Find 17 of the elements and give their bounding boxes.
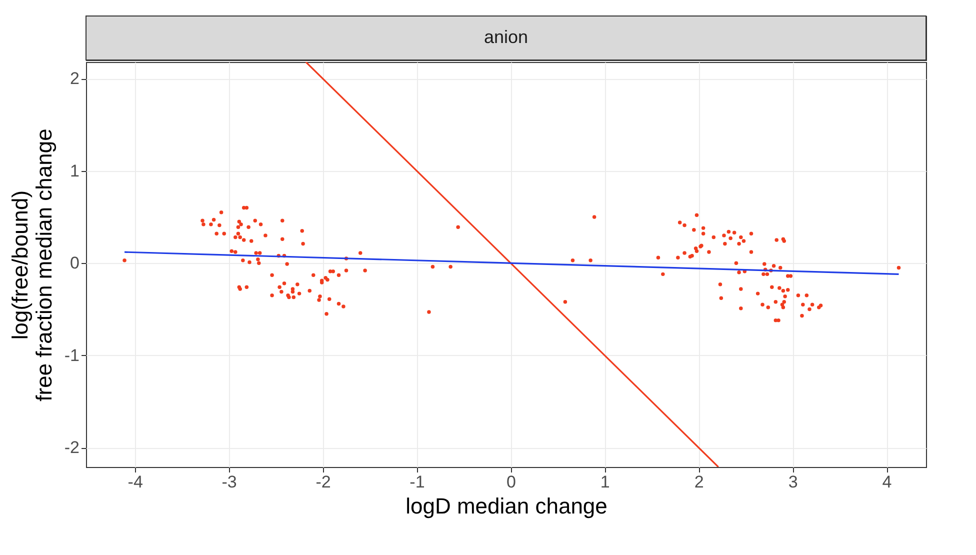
x-tick-label: 4	[882, 472, 892, 492]
x-tick-label: 1	[600, 472, 610, 492]
x-axis-title: logD median change	[406, 494, 608, 518]
chart-title: anion	[484, 27, 528, 47]
x-tick-label: -2	[316, 472, 331, 492]
x-tick-label: 2	[694, 472, 704, 492]
y-tick-label: 2	[70, 69, 80, 88]
y-axis-title: log(free/bound) free fraction median change	[7, 128, 56, 402]
y-tick-label: -1	[64, 346, 80, 365]
x-tick-label: 0	[506, 472, 516, 492]
x-tick-label: 3	[788, 472, 798, 492]
y-tick-label: -2	[64, 438, 80, 458]
x-tick-label: -1	[410, 472, 425, 492]
x-tick-label: -3	[222, 472, 237, 492]
x-tick-label: -4	[128, 472, 143, 492]
y-tick-label: 1	[70, 161, 80, 180]
y-tick-label: 0	[70, 254, 80, 273]
